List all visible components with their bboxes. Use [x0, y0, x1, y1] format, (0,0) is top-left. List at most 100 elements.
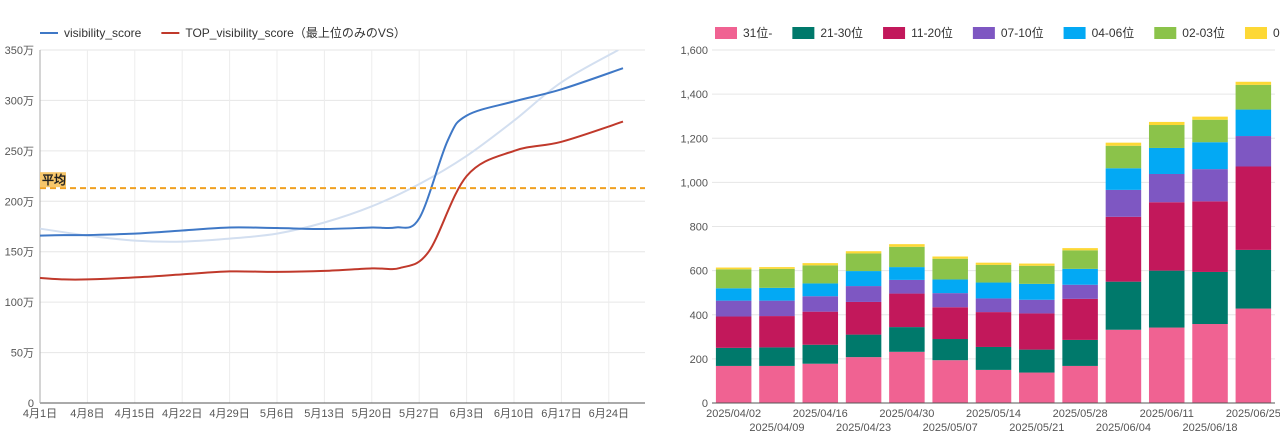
bar-segment — [802, 363, 839, 403]
bar-segment — [1062, 298, 1098, 340]
bar-segment — [1192, 119, 1228, 143]
average-label: 平均 — [42, 172, 66, 187]
y-tick-label: 100万 — [5, 297, 34, 309]
bar-segment — [1148, 121, 1185, 126]
bar-segment — [1062, 268, 1098, 285]
bar-segment — [1019, 283, 1055, 300]
legend-label: 11-20位 — [911, 25, 953, 40]
bar-segment — [975, 262, 1012, 265]
bar-segment — [1192, 116, 1228, 120]
bar-segment — [845, 301, 882, 335]
bar-segment — [1062, 365, 1098, 403]
bar-segment — [1235, 308, 1272, 403]
x-tick-label: 2025/04/09 — [749, 422, 804, 434]
x-tick-label: 2025/04/23 — [836, 422, 891, 434]
x-tick-label: 6月24日 — [589, 408, 629, 420]
bar-segment — [975, 298, 1012, 313]
bar-segment — [1105, 145, 1142, 169]
bar-segment — [1019, 263, 1055, 266]
bar-segment — [1105, 216, 1142, 282]
rank-distribution-bar-chart: 0 200 400 600 800 1,000 1,200 1,400 1,600 2025/04… — [680, 25, 1280, 434]
y-tick-label: 250万 — [5, 146, 34, 158]
bar-segment — [932, 360, 968, 403]
y-tick-label: 0 — [702, 398, 708, 410]
legend-swatch — [1244, 27, 1267, 39]
bar-segment — [1148, 327, 1185, 403]
bar-segment — [802, 344, 839, 364]
legend-swatch — [1154, 27, 1177, 39]
bar-segment — [889, 293, 925, 328]
x-tick-label: 2025/04/30 — [879, 408, 934, 420]
x-tick-label: 5月13日 — [304, 408, 344, 420]
bar-segment — [932, 256, 968, 259]
x-tick-label: 5月20日 — [352, 408, 392, 420]
bar-segment — [889, 327, 925, 352]
bar-segment — [715, 365, 752, 403]
x-tick-label: 4月29日 — [209, 408, 249, 420]
bar-segment — [715, 269, 752, 289]
bar-segment — [889, 351, 925, 403]
average-label-bg — [40, 172, 66, 188]
bar-segment — [715, 288, 752, 301]
x-tick-label: 2025/06/11 — [1140, 408, 1194, 420]
bar-segment — [845, 334, 882, 358]
line-series — [39, 120, 624, 281]
bar-segment — [1148, 202, 1185, 271]
bar-segment — [1105, 281, 1142, 330]
bar-segment — [975, 346, 1012, 370]
x-tick-label: 2025/04/02 — [706, 408, 761, 420]
legend-swatch — [715, 27, 737, 39]
bar-segment — [1019, 372, 1055, 403]
y-tick-label: 400 — [690, 310, 708, 322]
bar-segment — [1105, 168, 1142, 190]
bar-segment — [975, 264, 1012, 283]
bar-segment — [932, 279, 968, 294]
bar-segment — [1148, 125, 1185, 148]
bar-segment — [759, 347, 795, 366]
bar-segment — [1105, 142, 1142, 146]
bar-segment — [1235, 81, 1272, 85]
bar-segment — [1235, 136, 1272, 167]
bar-segment — [975, 282, 1012, 299]
bar-segment — [759, 365, 795, 403]
legend-label: 21-30位 — [820, 25, 863, 40]
legend-swatch — [883, 27, 906, 39]
x-tick-label: 2025/05/07 — [923, 422, 978, 434]
bar-segment — [759, 267, 795, 269]
bar-segment — [1062, 248, 1098, 251]
legend-swatch — [792, 27, 815, 39]
x-tick-label: 4月8日 — [70, 408, 104, 420]
bar-segment — [1192, 271, 1228, 325]
bar-segment — [1235, 249, 1272, 309]
bar-segment — [845, 253, 882, 272]
x-tick-label: 5月6日 — [260, 408, 294, 420]
bar-segment — [932, 293, 968, 308]
bar-segment — [715, 300, 752, 317]
bar-segment — [1148, 173, 1185, 203]
legend-swatch — [1063, 27, 1086, 39]
x-tick-label: 2025/06/04 — [1096, 422, 1151, 434]
y-tick-label: 1,600 — [680, 45, 708, 57]
x-tick-label: 6月3日 — [449, 408, 483, 420]
bar-segment — [932, 339, 968, 361]
y-tick-label: 50万 — [11, 348, 34, 360]
x-tick-label: 2025/06/18 — [1183, 422, 1238, 434]
y-tick-label: 200万 — [5, 196, 34, 208]
y-tick-label: 0 — [28, 398, 34, 410]
legend-label: TOP_visibility_score（最上位のみのVS） — [185, 25, 406, 40]
y-tick-label: 800 — [690, 222, 708, 234]
bar-segment — [1019, 299, 1055, 314]
y-tick-label: 1,200 — [680, 133, 708, 145]
x-tick-label: 2025/04/16 — [793, 408, 848, 420]
line-series — [39, 67, 624, 237]
bar-segment — [759, 287, 795, 301]
bar-segment — [1019, 349, 1055, 373]
bar-segment — [845, 271, 882, 287]
bar-segment — [759, 316, 795, 348]
x-tick-label: 2025/05/28 — [1053, 408, 1108, 420]
y-tick-label: 150万 — [5, 247, 34, 259]
bar-segment — [1105, 189, 1142, 217]
bar-segment — [889, 279, 925, 294]
legend-swatch — [972, 27, 995, 39]
x-tick-label: 2025/05/21 — [1009, 422, 1064, 434]
